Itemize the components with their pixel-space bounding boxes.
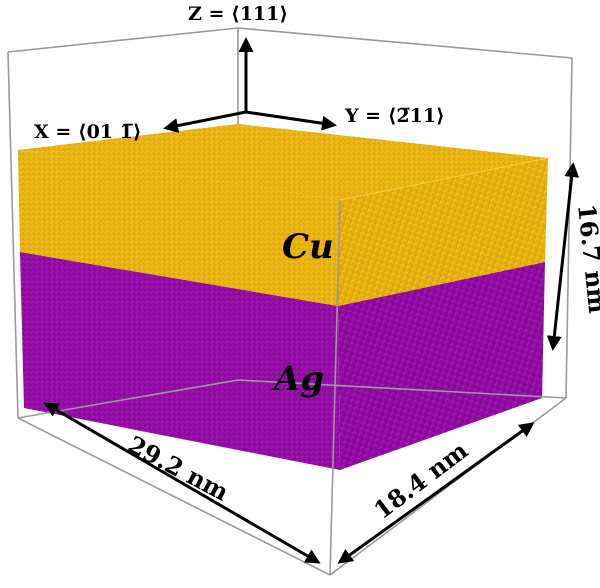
cu-layer-label: Cu <box>282 227 334 267</box>
cu-layer <box>18 124 549 307</box>
z-axis-label: Z = ⟨111⟩ <box>188 3 288 25</box>
cu-layer-right-face <box>338 158 548 306</box>
crystal-axes <box>163 37 337 134</box>
y-axis-label: Y = ⟨2̅11⟩ <box>344 105 445 127</box>
cu-layer-front-face <box>18 150 340 306</box>
height-dimension-label: 16.7 nm <box>572 203 600 315</box>
y-axis-arrow <box>245 110 337 131</box>
x-axis-arrow <box>163 110 247 134</box>
ag-layer-right-face <box>338 262 545 470</box>
ag-layer-label: Ag <box>271 359 324 399</box>
cu-layer-top-face <box>18 124 548 200</box>
width-dimension-arrow <box>337 422 535 564</box>
height-dimension-arrow <box>546 162 580 351</box>
dimension-arrows <box>43 162 580 564</box>
length-dimension-arrow <box>43 402 321 564</box>
x-axis-label: X = ⟨01 1̅⟩ <box>34 121 142 143</box>
